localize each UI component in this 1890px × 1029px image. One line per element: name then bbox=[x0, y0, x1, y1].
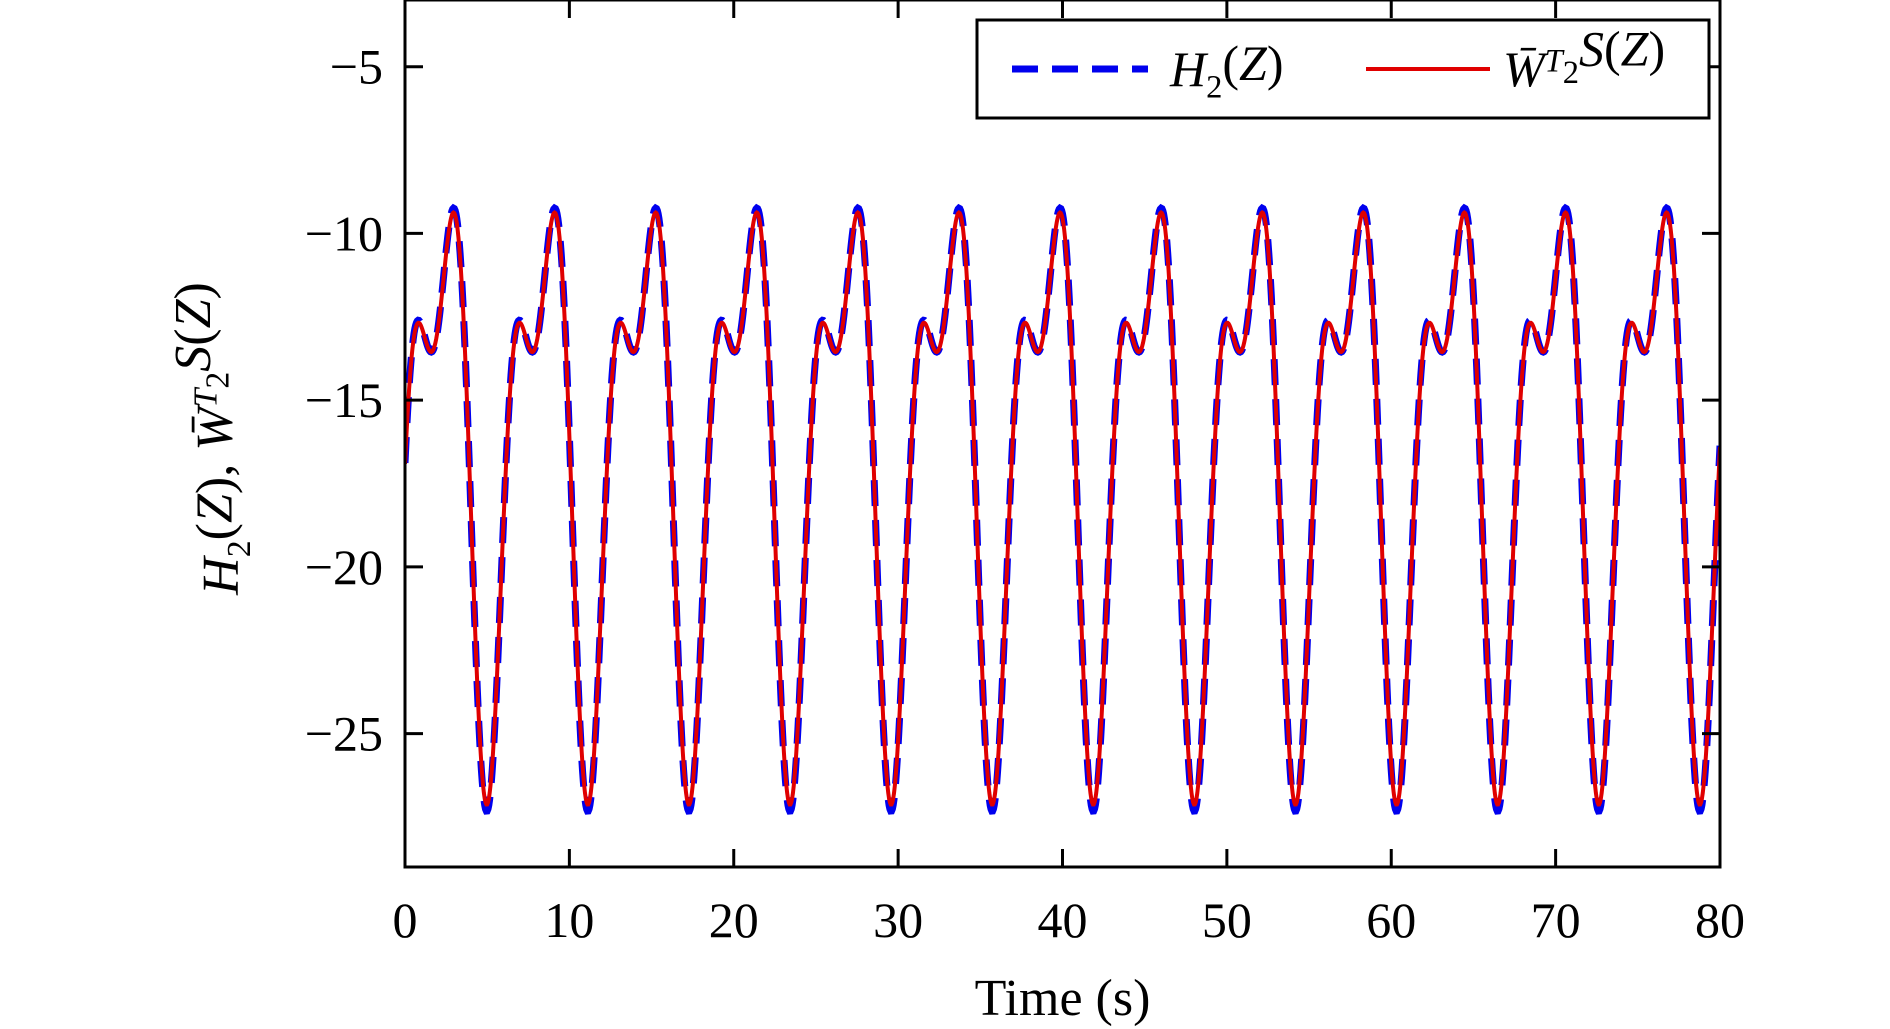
text-part: Z bbox=[187, 493, 244, 523]
text-part: S bbox=[1579, 20, 1604, 76]
text-part: S bbox=[165, 346, 222, 372]
text-part: T bbox=[1545, 43, 1565, 79]
y-tick-label: −5 bbox=[330, 39, 383, 95]
legend-label-1: H2(Z) bbox=[1169, 35, 1283, 106]
text-part: 2 bbox=[199, 372, 236, 389]
text-part: H bbox=[193, 555, 250, 596]
x-tick-label: 40 bbox=[1038, 892, 1088, 948]
text-part: ), bbox=[187, 451, 244, 494]
x-tick-label: 80 bbox=[1695, 892, 1745, 948]
text-part: ( bbox=[1222, 35, 1239, 91]
text-part: Z bbox=[1239, 35, 1268, 91]
text-part: 2 bbox=[1563, 55, 1579, 91]
x-tick-label: 30 bbox=[873, 892, 923, 948]
series-line-2 bbox=[405, 209, 1720, 807]
x-tick-label: 60 bbox=[1366, 892, 1416, 948]
x-axis-title: Time (s) bbox=[975, 970, 1151, 1027]
text-part: 2 bbox=[1206, 69, 1222, 105]
text-part: ( bbox=[1604, 20, 1621, 76]
series-line-1 bbox=[405, 203, 1720, 815]
text-part: ) bbox=[1267, 35, 1284, 91]
text-part: H bbox=[1169, 41, 1209, 97]
text-part: ( bbox=[187, 523, 244, 540]
text-part: Z bbox=[165, 298, 222, 328]
x-tick-label: 0 bbox=[393, 892, 418, 948]
plot-frame bbox=[403, 0, 1722, 869]
text-part: ) bbox=[165, 282, 222, 299]
y-axis-title: H2(Z), W̄T2S(Z) bbox=[165, 282, 258, 596]
text-part: 2 bbox=[221, 540, 258, 557]
text-part: T bbox=[187, 386, 224, 407]
x-tick-label: 10 bbox=[544, 892, 594, 948]
y-tick-label: −20 bbox=[305, 539, 383, 595]
text-part: ( bbox=[165, 328, 222, 345]
text-part: Z bbox=[1621, 20, 1650, 76]
text-part: W̄ bbox=[187, 403, 244, 451]
y-tick-label: −15 bbox=[305, 372, 383, 428]
text-part: W̄ bbox=[1503, 41, 1549, 97]
y-tick-label: −25 bbox=[305, 706, 383, 762]
x-tick-label: 50 bbox=[1202, 892, 1252, 948]
x-tick-label: 20 bbox=[709, 892, 759, 948]
text-part: ) bbox=[1648, 20, 1665, 76]
x-tick-label: 70 bbox=[1531, 892, 1581, 948]
legend-label-2: W̄T2S(Z) bbox=[1503, 20, 1665, 97]
y-tick-label: −10 bbox=[305, 205, 383, 261]
